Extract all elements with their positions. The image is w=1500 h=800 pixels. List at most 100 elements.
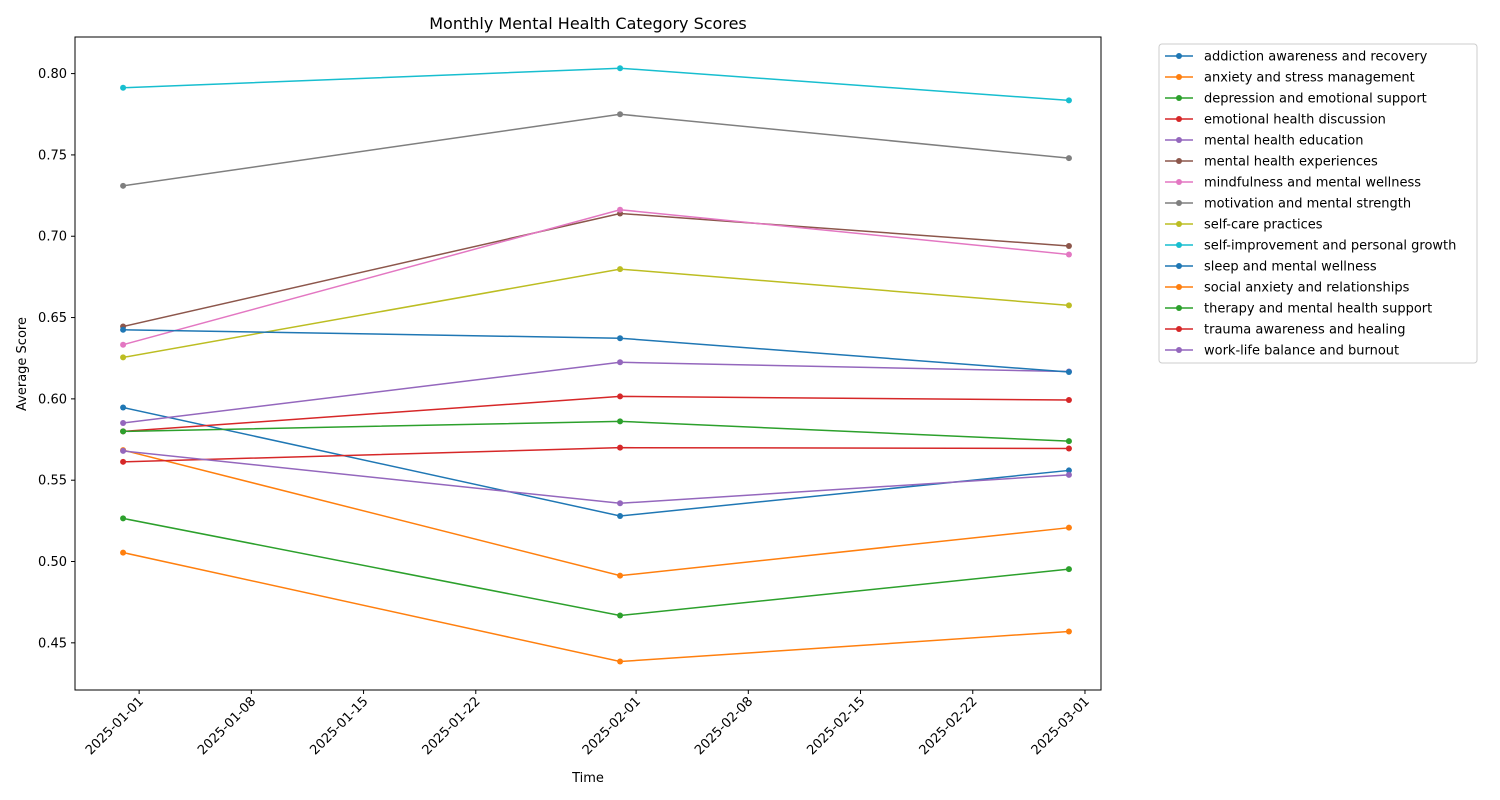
legend-entry: mental health experiences xyxy=(1165,155,1378,170)
legend-entry: work-life balance and burnout xyxy=(1165,344,1399,359)
legend-marker xyxy=(1176,116,1182,122)
data-point xyxy=(1065,397,1072,404)
plot-frame xyxy=(74,36,1102,691)
series-13 xyxy=(120,444,1072,465)
legend-marker xyxy=(1176,53,1182,59)
legend-marker xyxy=(1176,284,1182,290)
legend-marker xyxy=(1176,74,1182,80)
legend-entry: therapy and mental health support xyxy=(1165,302,1432,317)
data-point xyxy=(617,500,624,507)
series-8 xyxy=(120,266,1072,361)
data-point xyxy=(120,515,127,522)
legend-label: therapy and mental health support xyxy=(1204,302,1432,317)
y-tick-label: 0.50 xyxy=(38,555,67,570)
x-tick-label: 2025-02-01 xyxy=(580,694,644,758)
legend-marker xyxy=(1176,200,1182,206)
x-tick-label: 2025-01-15 xyxy=(307,694,371,758)
legend-marker xyxy=(1176,242,1182,248)
legend-marker xyxy=(1176,221,1182,227)
legend-entry: depression and emotional support xyxy=(1165,92,1427,107)
x-tick-label: 2025-02-08 xyxy=(692,694,756,758)
x-tick-label: 2025-01-22 xyxy=(420,694,484,758)
x-tick-label: 2025-02-15 xyxy=(804,694,868,758)
legend-entry: mental health education xyxy=(1165,134,1364,149)
data-point xyxy=(120,458,127,465)
data-point xyxy=(1065,445,1072,452)
data-point xyxy=(120,84,127,91)
legend-label: self-improvement and personal growth xyxy=(1204,239,1456,254)
legend-label: mindfulness and mental wellness xyxy=(1204,176,1421,191)
series-2 xyxy=(120,515,1072,619)
x-tick-label: 2025-01-01 xyxy=(83,694,147,758)
data-point xyxy=(120,549,127,556)
data-point xyxy=(617,111,624,118)
series-1 xyxy=(120,549,1072,665)
series-4 xyxy=(120,359,1072,426)
y-axis: 0.45 0.50 0.55 0.60 0.65 0.70 0.75 0.80 xyxy=(38,67,75,651)
series-0 xyxy=(120,404,1072,519)
series-line xyxy=(122,406,1070,517)
data-point xyxy=(617,335,624,342)
data-point xyxy=(120,419,127,426)
legend-label: motivation and mental strength xyxy=(1204,197,1411,212)
legend: addiction awareness and recovery anxiety … xyxy=(1158,43,1478,364)
legend-entry: motivation and mental strength xyxy=(1165,197,1411,212)
data-point xyxy=(617,359,624,366)
data-point xyxy=(1065,566,1072,573)
legend-entry: social anxiety and relationships xyxy=(1165,281,1410,296)
series-line xyxy=(122,208,1070,346)
legend-marker xyxy=(1176,137,1182,143)
legend-entry: addiction awareness and recovery xyxy=(1165,50,1428,65)
legend-marker xyxy=(1176,95,1182,101)
x-tick-label: 2025-03-01 xyxy=(1029,694,1093,758)
y-tick-label: 0.45 xyxy=(38,636,67,651)
legend-marker xyxy=(1176,179,1182,185)
series-line xyxy=(123,450,1069,505)
y-tick-label: 0.80 xyxy=(38,67,67,82)
legend-entry: emotional health discussion xyxy=(1165,113,1386,128)
legend-label: depression and emotional support xyxy=(1204,92,1427,107)
legend-label: self-care practices xyxy=(1204,218,1323,233)
data-point xyxy=(1065,302,1072,309)
data-point xyxy=(120,326,127,333)
data-point xyxy=(617,65,624,72)
legend-label: addiction awareness and recovery xyxy=(1204,50,1428,65)
data-point xyxy=(120,447,127,454)
legend-label: social anxiety and relationships xyxy=(1204,281,1410,296)
series-line xyxy=(123,361,1069,424)
series-9 xyxy=(120,65,1072,104)
legend-label: trauma awareness and healing xyxy=(1204,323,1405,338)
legend-label: emotional health discussion xyxy=(1204,113,1386,128)
legend-marker xyxy=(1176,326,1182,332)
y-tick-label: 0.60 xyxy=(38,392,67,407)
y-axis-title: Average Score xyxy=(15,317,30,411)
data-point xyxy=(617,512,624,519)
series-line xyxy=(123,446,1069,463)
y-tick-label: 0.65 xyxy=(38,311,67,326)
series-5 xyxy=(120,210,1072,330)
legend-entry: self-improvement and personal growth xyxy=(1165,239,1456,254)
data-point xyxy=(617,612,624,619)
legend-box xyxy=(1158,43,1478,364)
data-point xyxy=(120,428,127,435)
series-14 xyxy=(120,447,1072,507)
data-point xyxy=(120,404,127,411)
series-line xyxy=(122,517,1070,617)
legend-label: sleep and mental wellness xyxy=(1204,260,1377,275)
data-point xyxy=(1065,242,1072,249)
legend-label: mental health education xyxy=(1204,134,1364,149)
series-line xyxy=(123,395,1069,433)
legend-label: anxiety and stress management xyxy=(1204,71,1415,86)
chart-title: Monthly Mental Health Category Scores xyxy=(429,14,747,33)
legend-marker xyxy=(1176,263,1182,269)
legend-entry: anxiety and stress management xyxy=(1165,71,1415,86)
x-axis-title: Time xyxy=(571,771,604,786)
data-point xyxy=(1065,155,1072,162)
legend-entry: trauma awareness and healing xyxy=(1165,323,1405,338)
data-point xyxy=(120,341,127,348)
series-line xyxy=(122,268,1069,359)
legend-entry: sleep and mental wellness xyxy=(1165,260,1377,275)
data-point xyxy=(1065,471,1072,478)
data-point xyxy=(617,206,624,213)
data-point xyxy=(1065,628,1072,635)
